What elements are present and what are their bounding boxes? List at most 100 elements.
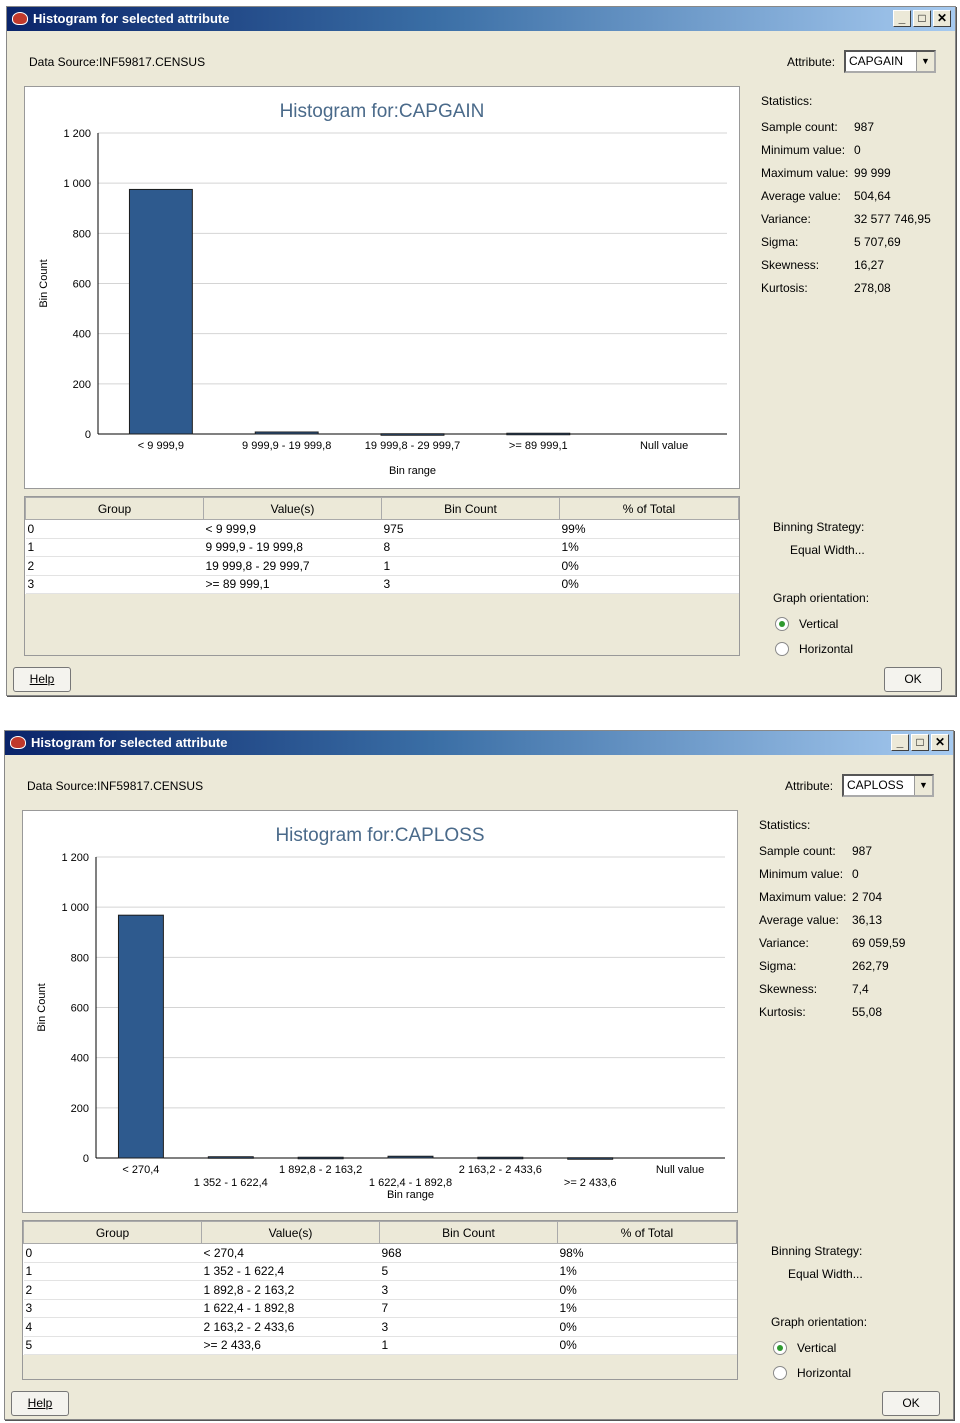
cell-percent: 1% [557,1299,737,1318]
minimize-icon[interactable]: _ [891,734,909,751]
stat-key: Kurtosis: [761,281,808,295]
y-tick-label: 800 [71,952,89,964]
maximize-icon[interactable]: □ [913,10,931,27]
data-source-label: Data Source:INF59817.CENSUS [29,55,206,69]
table-row[interactable]: 2 19 999,8 - 29 999,7 1 0% [25,556,739,576]
y-axis-label: Bin Count [36,983,48,1031]
help-button-label: Help [29,672,55,686]
cell-group: 0 [25,519,204,539]
radio-vertical[interactable]: Vertical [773,1335,867,1360]
binning-strategy-link[interactable]: Equal Width... [790,543,865,557]
statistics-header: Statistics: [759,818,811,832]
graph-orientation-label: Graph orientation: [773,591,870,605]
x-tick-label: 2 163,2 - 2 433,6 [459,1164,542,1176]
histogram-chart: 0 200 400 600 800 1 000 1 200 < 9 999,9 9 999,9 … [38,128,727,477]
cell-group: 0 [23,1243,202,1263]
stat-value: 262,79 [852,959,889,973]
stat-row: Minimum value: 0 [761,143,931,166]
title-bar[interactable]: Histogram for selected attribute _ □ ✕ [7,7,955,31]
histogram-bar [254,431,319,435]
minimize-icon[interactable]: _ [893,10,911,27]
stat-key: Sigma: [759,959,797,973]
y-tick-label: 200 [73,379,91,391]
radio-unchecked-icon[interactable] [773,1365,787,1380]
cell-group: 4 [23,1317,202,1337]
column-header-bin-count[interactable]: Bin Count [381,497,560,520]
radio-checked-icon[interactable] [775,616,789,631]
stat-row: Skewness: 16,27 [761,258,931,281]
y-tick-label: 1 000 [61,902,89,914]
stat-row: Skewness: 7,4 [759,982,905,1005]
chevron-down-icon[interactable]: ▼ [916,52,934,71]
title-bar[interactable]: Histogram for selected attribute _ □ ✕ [5,731,953,755]
radio-checked-icon[interactable] [773,1340,787,1355]
cell-bin-count: 3 [379,1280,558,1300]
cell-bin-count: 975 [381,519,560,539]
radio-vertical[interactable]: Vertical [775,611,869,636]
cell-group: 3 [23,1299,202,1318]
stat-value: 69 059,59 [852,936,906,950]
cell-bin-count: 8 [381,538,560,557]
stat-value: 987 [852,844,873,858]
table-row[interactable]: 3 >= 89 999,1 3 0% [25,575,739,594]
cell-bin-count: 3 [379,1317,558,1337]
stat-row: Minimum value: 0 [759,867,905,890]
column-header-group[interactable]: Group [25,497,204,520]
cell-values: 9 999,9 - 19 999,8 [203,538,382,557]
column-header-values[interactable]: Value(s) [201,1221,380,1244]
column-header-percent[interactable]: % of Total [557,1221,737,1244]
bins-table[interactable]: Group Value(s) Bin Count % of Total 0 < 2… [22,1220,738,1380]
bins-table[interactable]: Group Value(s) Bin Count % of Total 0 < 9… [24,496,740,656]
attribute-select[interactable]: CAPGAIN ▼ [844,50,936,73]
radio-horizontal[interactable]: Horizontal [773,1360,867,1385]
table-row[interactable]: 0 < 9 999,9 975 99% [25,519,739,539]
help-button[interactable]: Help [13,667,71,692]
help-button[interactable]: Help [11,1391,69,1416]
stat-value: 36,13 [852,913,883,927]
column-header-group[interactable]: Group [23,1221,202,1244]
radio-horizontal[interactable]: Horizontal [775,636,869,661]
cell-bin-count: 5 [379,1262,558,1281]
maximize-icon[interactable]: □ [911,734,929,751]
histogram-chart: 0 200 400 600 800 1 000 1 200 < 270,4 1 352 - 1 … [36,852,725,1201]
y-tick-label: 400 [71,1053,89,1065]
close-icon[interactable]: ✕ [931,734,949,751]
stat-row: Average value: 36,13 [759,913,905,936]
attribute-select[interactable]: CAPLOSS ▼ [842,774,934,797]
ok-button[interactable]: OK [884,667,942,692]
cell-group: 1 [25,538,204,557]
stat-key: Skewness: [759,982,818,996]
x-tick-label: >= 89 999,1 [509,440,568,452]
close-icon[interactable]: ✕ [933,10,951,27]
column-header-bin-count[interactable]: Bin Count [379,1221,558,1244]
cell-bin-count: 1 [379,1336,558,1355]
x-tick-label: < 9 999,9 [138,440,184,452]
binning-strategy-link[interactable]: Equal Width... [788,1267,863,1281]
stat-row: Maximum value: 2 704 [759,890,905,913]
y-tick-label: 600 [73,279,91,291]
window-title: Histogram for selected attribute [33,11,230,26]
column-header-values[interactable]: Value(s) [203,497,382,520]
cell-values: >= 2 433,6 [201,1336,380,1355]
cell-bin-count: 7 [379,1299,558,1318]
histogram-bar [207,1156,254,1159]
ok-button[interactable]: OK [882,1391,940,1416]
radio-vertical-label: Vertical [799,616,839,631]
table-row[interactable]: 5 >= 2 433,6 1 0% [23,1336,737,1355]
histogram-window-capgain: Histogram for selected attribute _ □ ✕ D… [6,6,956,696]
cell-bin-count: 3 [381,575,560,594]
chevron-down-icon[interactable]: ▼ [914,776,932,795]
cell-values: 1 892,8 - 2 163,2 [201,1280,380,1300]
radio-unchecked-icon[interactable] [775,641,789,656]
table-row[interactable]: 0 < 270,4 968 98% [23,1243,737,1263]
stat-row: Kurtosis: 278,08 [761,281,931,304]
stat-row: Kurtosis: 55,08 [759,1005,905,1028]
column-header-percent[interactable]: % of Total [559,497,739,520]
statistics-header: Statistics: [761,94,813,108]
attribute-select-value: CAPLOSS [847,778,904,792]
